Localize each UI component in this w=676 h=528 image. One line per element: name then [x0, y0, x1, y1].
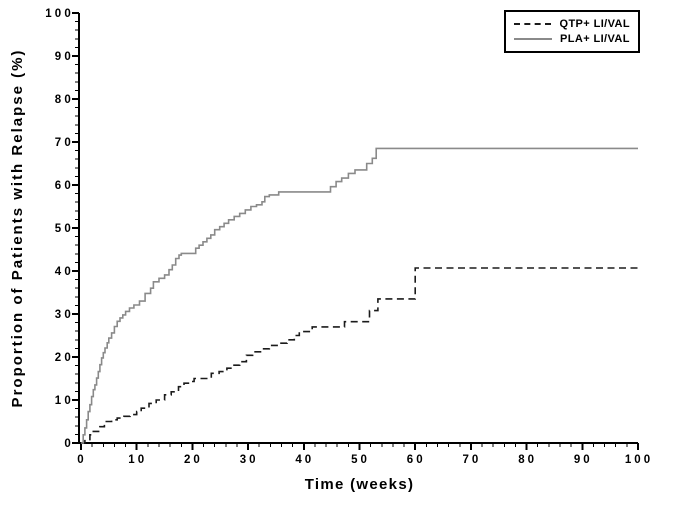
- svg-text:20: 20: [184, 454, 203, 466]
- svg-text:60: 60: [407, 454, 426, 466]
- svg-text:20: 20: [55, 352, 74, 364]
- svg-text:0: 0: [77, 454, 86, 466]
- svg-text:80: 80: [55, 94, 74, 106]
- svg-text:90: 90: [55, 51, 74, 63]
- svg-text:30: 30: [240, 454, 259, 466]
- y-axis-title: Proportion of Patients with Relapse (%): [9, 48, 26, 408]
- svg-text:90: 90: [574, 454, 593, 466]
- svg-text:10: 10: [55, 395, 74, 407]
- legend: QTP+ LI/VAL PLA+ LI/VAL: [504, 10, 640, 53]
- x-axis-title: Time (weeks): [304, 476, 415, 493]
- svg-text:80: 80: [518, 454, 537, 466]
- svg-text:40: 40: [55, 266, 74, 278]
- svg-text:50: 50: [351, 454, 370, 466]
- svg-text:50: 50: [55, 223, 74, 235]
- svg-text:0: 0: [64, 438, 74, 450]
- svg-text:100: 100: [45, 8, 74, 20]
- svg-text:70: 70: [55, 137, 74, 149]
- legend-entry-pla: PLA+ LI/VAL: [514, 33, 630, 45]
- solid-line-icon: [514, 38, 552, 41]
- legend-entry-qtp: QTP+ LI/VAL: [514, 18, 630, 30]
- legend-label-pla: PLA+ LI/VAL: [560, 33, 630, 46]
- svg-text:30: 30: [55, 309, 74, 321]
- svg-text:70: 70: [463, 454, 482, 466]
- dashed-line-icon: [514, 22, 552, 25]
- legend-label-qtp: QTP+ LI/VAL: [559, 17, 630, 30]
- svg-text:40: 40: [295, 454, 314, 466]
- svg-text:10: 10: [128, 454, 147, 466]
- svg-text:100: 100: [625, 454, 653, 466]
- svg-text:60: 60: [55, 180, 74, 192]
